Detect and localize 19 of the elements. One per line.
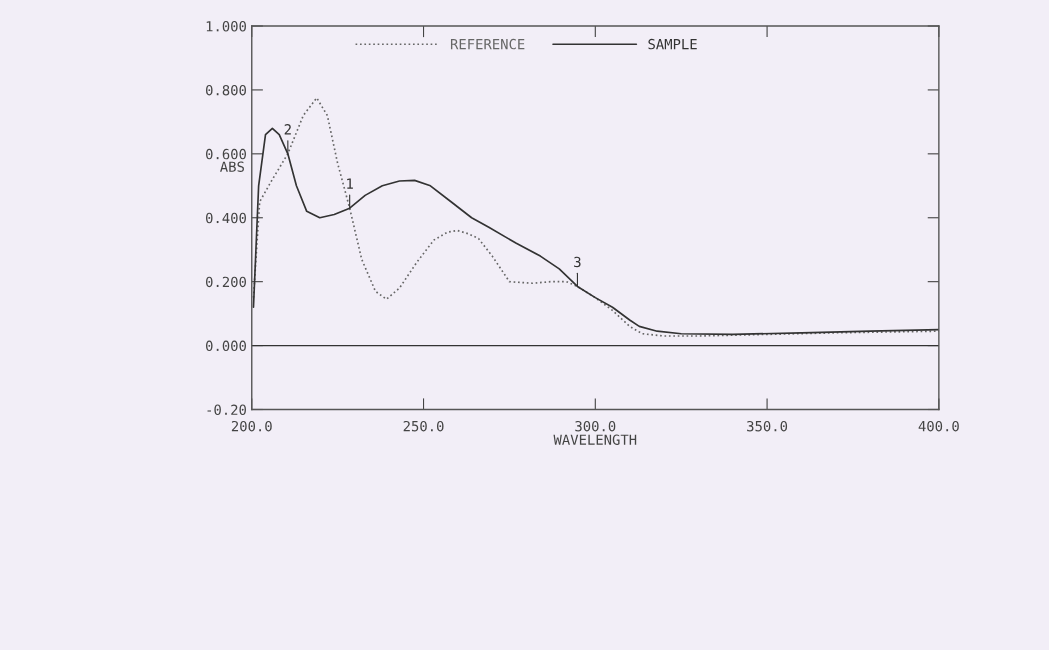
y-tick-label: 1.000 bbox=[206, 21, 246, 32]
y-axis-title: ABS bbox=[220, 161, 244, 172]
x-tick-label: 300.0 bbox=[575, 420, 616, 432]
x-tick-label: 250.0 bbox=[403, 420, 444, 432]
annotation: 3 bbox=[574, 256, 581, 268]
y-tick-label: 0.000 bbox=[205, 340, 246, 352]
text: REFERENCE bbox=[450, 38, 525, 50]
x-axis-title: WAVELENGTH bbox=[553, 434, 637, 445]
x-tick-label: 350.0 bbox=[747, 420, 788, 432]
annotation: 1 bbox=[347, 178, 353, 189]
x-tick-label: 200.0 bbox=[231, 420, 272, 432]
x-tick-label: 400.0 bbox=[918, 420, 959, 432]
y-tick-label: 0.800 bbox=[205, 84, 246, 96]
y-tick-label: 0.200 bbox=[205, 276, 246, 288]
y-tick-label: 0.600 bbox=[205, 148, 246, 160]
y-tick-label: 0.400 bbox=[205, 212, 246, 224]
annotation: 2 bbox=[284, 124, 291, 135]
text: SAMPLE bbox=[648, 38, 697, 50]
y-tick-label: -0.20 bbox=[207, 404, 246, 416]
